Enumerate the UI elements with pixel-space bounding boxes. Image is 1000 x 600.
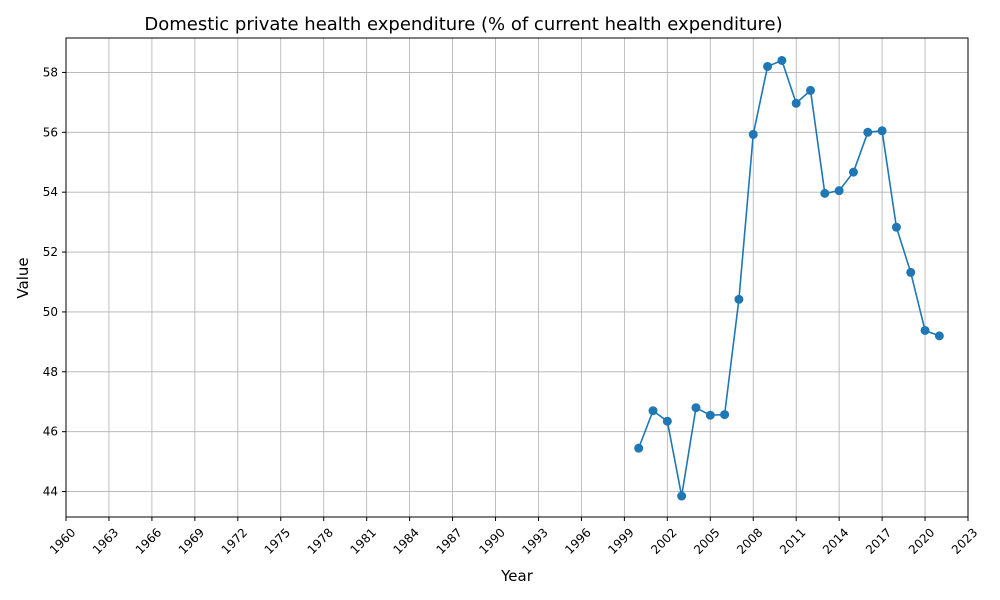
y-tick-label: 50	[43, 305, 58, 319]
data-point	[720, 410, 730, 420]
chart-title: Domestic private health expenditure (% o…	[144, 14, 782, 35]
y-tick-label: 52	[43, 245, 58, 259]
x-tick-label: 1999	[605, 525, 636, 556]
axes: 1960 1963 1966 1969 1972 1975 1978 1981 1984 1987…	[43, 37, 980, 557]
x-tick-label: 1996	[562, 525, 593, 556]
plot-frame	[65, 37, 969, 518]
data-point	[920, 325, 930, 335]
x-tick-label: 1984	[390, 525, 421, 556]
data-point	[662, 416, 672, 426]
series	[634, 55, 944, 501]
data-point	[705, 410, 715, 420]
y-tick-label: 44	[43, 485, 58, 499]
series-line	[637, 59, 940, 497]
data-point	[791, 98, 801, 108]
x-tick-label: 1993	[519, 525, 550, 556]
data-point	[863, 127, 873, 137]
data-point	[848, 167, 858, 177]
x-tick-label: 2017	[863, 525, 894, 556]
x-tick-label: 1990	[476, 525, 507, 556]
x-tick-label: 1975	[262, 525, 293, 556]
data-point	[834, 186, 844, 196]
x-tick-label: 1963	[90, 525, 121, 556]
data-point	[634, 443, 644, 453]
data-point	[877, 126, 887, 136]
y-tick-label: 48	[43, 365, 58, 379]
y-axis-label: Value	[14, 257, 32, 298]
x-tick-label: 2014	[820, 525, 851, 556]
data-point	[806, 85, 816, 95]
x-tick-label: 1969	[176, 525, 207, 556]
x-tick-label: 2005	[691, 525, 722, 556]
y-tick-label: 58	[43, 65, 58, 79]
x-tick-label: 1987	[433, 525, 464, 556]
y-tick-label: 46	[43, 425, 58, 439]
x-tick-label: 1966	[133, 525, 164, 556]
x-tick-label: 1981	[348, 525, 379, 556]
x-tick-label: 2023	[949, 525, 980, 556]
data-point	[906, 267, 916, 277]
data-point	[677, 491, 687, 501]
data-point	[648, 406, 658, 416]
x-tick-label: 2008	[734, 525, 765, 556]
grid	[65, 38, 969, 517]
x-tick-label: 2011	[777, 525, 808, 556]
x-tick-label: 2002	[648, 525, 679, 556]
data-point	[777, 55, 787, 65]
x-tick-label: 1972	[219, 525, 250, 556]
x-tick-label: 1978	[305, 525, 336, 556]
data-point	[891, 222, 901, 232]
x-tick-label: 2020	[906, 525, 937, 556]
y-tick-label: 54	[43, 185, 58, 199]
x-axis-label: Year	[500, 567, 534, 585]
data-point	[748, 129, 758, 139]
x-tick-label: 1960	[47, 525, 78, 556]
data-point	[734, 294, 744, 304]
data-point	[691, 403, 701, 413]
data-point	[763, 61, 773, 71]
y-tick-label: 56	[43, 125, 58, 139]
data-point	[820, 188, 830, 198]
data-point	[934, 331, 944, 341]
